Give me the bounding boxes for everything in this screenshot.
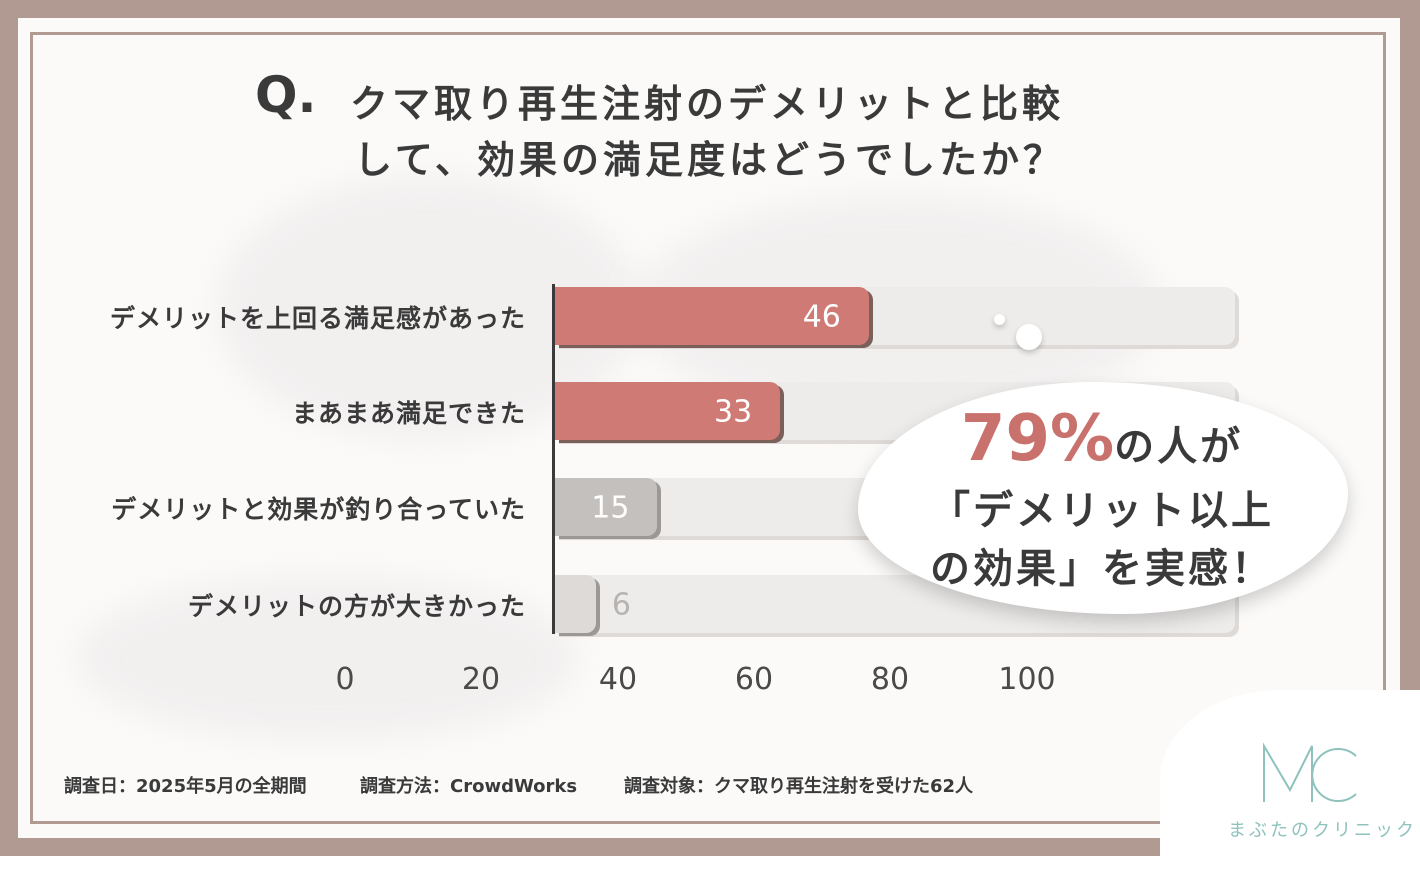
- category-label: デメリットを上回る満足感があった: [109, 304, 526, 333]
- inner-border: [30, 32, 1386, 824]
- chart-title: クマ取り再生注射のデメリットと比較 して、効果の満足度はどうでしたか？: [350, 76, 1190, 188]
- bar-value-label: 46: [802, 299, 841, 335]
- question-mark: Q.: [255, 66, 317, 124]
- category-label: まあまあ満足できた: [291, 399, 526, 428]
- category-label: デメリットの方が大きかった: [187, 592, 526, 621]
- title-line-1: クマ取り再生注射のデメリットと比較: [350, 82, 1065, 126]
- x-tick-label: 80: [870, 662, 910, 697]
- x-tick-label: 60: [734, 662, 774, 697]
- footer-survey-method: 調査方法：CrowdWorks: [360, 776, 578, 797]
- x-tick-label: 20: [461, 662, 501, 697]
- footer-survey-target: 調査対象：クマ取り再生注射を受けた62人: [624, 776, 974, 797]
- y-axis-line: [552, 284, 555, 634]
- category-label: デメリットと効果が釣り合っていた: [111, 495, 526, 524]
- callout-percent: 79%: [960, 402, 1115, 476]
- bar: [555, 287, 869, 345]
- x-tick-label: 40: [598, 662, 638, 697]
- bar-value-label: 33: [714, 394, 753, 430]
- footer-survey-date: 調査日：2025年5月の全期間: [64, 776, 307, 797]
- callout-line-3: の効果」を実感！: [930, 546, 1274, 592]
- bar: [555, 478, 658, 536]
- callout-line-1: 79%の人が: [862, 402, 1342, 476]
- logo-letters: MC: [1260, 740, 1262, 741]
- callout-dot-small: [994, 314, 1005, 325]
- bar: [555, 382, 781, 440]
- background-shadow: [78, 578, 578, 738]
- logo-mc-mark: MC: [1260, 740, 1357, 802]
- x-tick-label: 0: [335, 662, 355, 697]
- bar-value-label: 6: [611, 587, 631, 623]
- callout-line-1-rest: の人が: [1114, 424, 1244, 470]
- bar: [555, 575, 596, 633]
- title-line-2: して、効果の満足度はどうでしたか？: [354, 138, 1065, 182]
- callout-bubble: [858, 382, 1348, 614]
- callout-line-2: 「デメリット以上: [930, 488, 1274, 534]
- logo-name: まぶたのクリニック: [1228, 820, 1417, 841]
- x-tick-label: 100: [998, 662, 1056, 697]
- callout-dot-large: [1016, 324, 1042, 350]
- bar-value-label: 15: [591, 490, 630, 526]
